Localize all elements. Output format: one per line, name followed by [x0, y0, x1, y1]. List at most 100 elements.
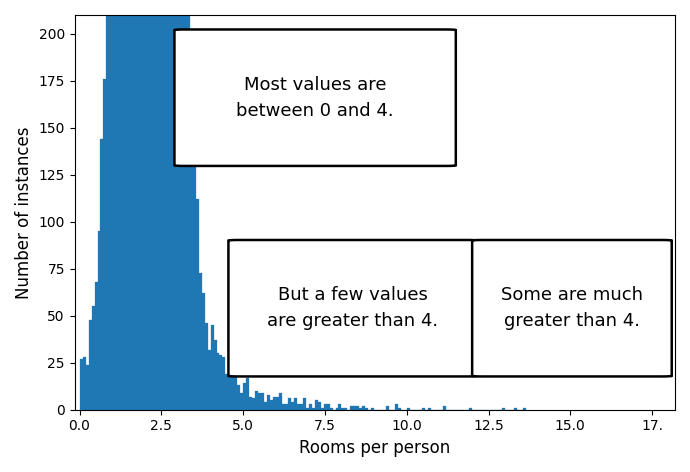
- Bar: [244, 383, 246, 410]
- Bar: [172, 0, 175, 410]
- Bar: [240, 393, 244, 410]
- Bar: [160, 0, 163, 410]
- Bar: [359, 408, 362, 410]
- Bar: [187, 0, 190, 410]
- Bar: [371, 408, 374, 410]
- Bar: [106, 6, 110, 410]
- Bar: [83, 357, 86, 410]
- Bar: [231, 374, 235, 410]
- Bar: [344, 408, 347, 410]
- Bar: [255, 391, 258, 410]
- Bar: [151, 0, 154, 410]
- Bar: [294, 398, 297, 410]
- Bar: [442, 406, 446, 410]
- X-axis label: Rooms per person: Rooms per person: [299, 439, 451, 457]
- Bar: [201, 293, 205, 410]
- Bar: [115, 0, 119, 410]
- Bar: [324, 404, 326, 410]
- Bar: [133, 0, 136, 410]
- Bar: [217, 354, 219, 410]
- Bar: [104, 79, 106, 410]
- Bar: [339, 404, 342, 410]
- Bar: [300, 404, 303, 410]
- Bar: [351, 406, 353, 410]
- Bar: [335, 408, 339, 410]
- Bar: [285, 404, 288, 410]
- Bar: [97, 231, 101, 410]
- Bar: [342, 408, 344, 410]
- Text: Most values are
between 0 and 4.: Most values are between 0 and 4.: [236, 76, 394, 120]
- Bar: [279, 393, 282, 410]
- Bar: [92, 306, 95, 410]
- Bar: [258, 393, 261, 410]
- Bar: [321, 408, 324, 410]
- FancyBboxPatch shape: [228, 240, 477, 377]
- Bar: [514, 408, 517, 410]
- Bar: [356, 406, 359, 410]
- Bar: [124, 0, 127, 410]
- Bar: [326, 404, 330, 410]
- Text: But a few values
are greater than 4.: But a few values are greater than 4.: [267, 286, 438, 330]
- Bar: [163, 0, 166, 410]
- Bar: [199, 272, 201, 410]
- Bar: [196, 199, 199, 410]
- Bar: [184, 0, 187, 410]
- Bar: [101, 139, 104, 410]
- Bar: [205, 323, 208, 410]
- Bar: [386, 406, 389, 410]
- FancyBboxPatch shape: [472, 240, 672, 377]
- Bar: [395, 404, 398, 410]
- Bar: [228, 374, 231, 410]
- Bar: [282, 404, 285, 410]
- Bar: [297, 404, 300, 410]
- Bar: [502, 408, 505, 410]
- Bar: [222, 357, 226, 410]
- Bar: [276, 396, 279, 410]
- Bar: [210, 325, 213, 410]
- Bar: [148, 0, 151, 410]
- Bar: [88, 320, 92, 410]
- Bar: [312, 408, 315, 410]
- Bar: [469, 408, 473, 410]
- Bar: [291, 402, 294, 410]
- Bar: [308, 404, 312, 410]
- Bar: [330, 408, 333, 410]
- Bar: [261, 393, 264, 410]
- Text: Some are much
greater than 4.: Some are much greater than 4.: [501, 286, 643, 330]
- Bar: [237, 385, 240, 410]
- Bar: [428, 408, 431, 410]
- Bar: [249, 396, 253, 410]
- Bar: [208, 350, 210, 410]
- Y-axis label: Number of instances: Number of instances: [15, 126, 33, 299]
- Bar: [139, 0, 142, 410]
- Bar: [169, 0, 172, 410]
- Bar: [303, 398, 306, 410]
- Bar: [288, 398, 291, 410]
- Bar: [264, 402, 267, 410]
- Bar: [121, 0, 124, 410]
- Bar: [422, 408, 425, 410]
- Bar: [317, 402, 321, 410]
- Bar: [523, 408, 526, 410]
- Bar: [246, 378, 249, 410]
- Bar: [112, 0, 115, 410]
- Bar: [142, 0, 145, 410]
- Bar: [178, 0, 181, 410]
- Bar: [79, 359, 83, 410]
- Bar: [267, 395, 270, 410]
- Bar: [362, 406, 365, 410]
- Bar: [86, 364, 88, 410]
- Bar: [175, 0, 178, 410]
- Bar: [306, 408, 308, 410]
- Bar: [136, 0, 139, 410]
- Bar: [110, 0, 112, 410]
- Bar: [95, 282, 97, 410]
- Bar: [193, 132, 196, 410]
- Bar: [365, 408, 368, 410]
- Bar: [127, 0, 130, 410]
- Bar: [181, 0, 184, 410]
- Bar: [315, 400, 317, 410]
- Bar: [157, 0, 160, 410]
- Bar: [154, 0, 157, 410]
- Bar: [130, 0, 133, 410]
